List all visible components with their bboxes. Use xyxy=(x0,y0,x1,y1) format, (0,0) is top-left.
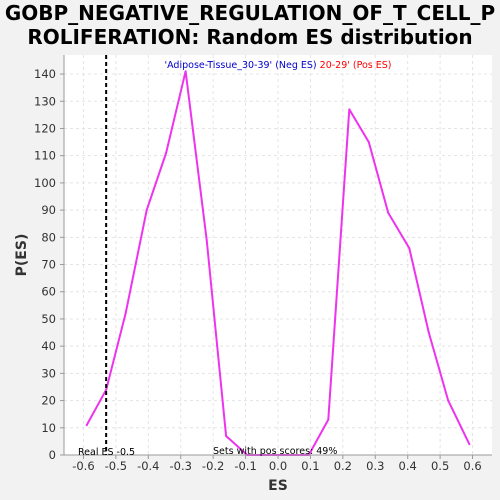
x-tick-label: -0.4 xyxy=(137,459,159,473)
x-tick-label: -0.1 xyxy=(234,459,256,473)
grid xyxy=(64,55,492,456)
y-tick-label: 10 xyxy=(41,421,56,435)
chart-title-line-1: GOBP_NEGATIVE_REGULATION_OF_T_CELL_P xyxy=(4,1,496,25)
series-point xyxy=(447,399,450,402)
y-tick-label: 70 xyxy=(41,258,56,272)
series-point xyxy=(184,70,187,73)
series-point xyxy=(145,209,148,212)
series-point xyxy=(85,424,88,427)
y-tick-label: 140 xyxy=(34,67,56,81)
x-tick-label: -0.2 xyxy=(202,459,224,473)
real-es-label: Real ES -0.5 xyxy=(78,447,135,458)
series-point xyxy=(468,443,471,446)
series-point xyxy=(205,239,208,242)
y-tick-label: 60 xyxy=(41,285,56,299)
series-point xyxy=(225,434,228,437)
chart-title-line-2: ROLIFERATION: Random ES distribution xyxy=(27,25,473,49)
series-point xyxy=(427,331,430,334)
series-point xyxy=(124,312,127,315)
series-point xyxy=(408,247,411,250)
x-tick-label: 0.6 xyxy=(463,459,481,473)
x-tick-label: 0.3 xyxy=(366,459,384,473)
y-tick-label: 120 xyxy=(34,121,56,135)
y-tick-label: 0 xyxy=(49,448,56,462)
legend: 'Adipose-Tissue_30-39' (Neg ES) 20-29' (… xyxy=(164,60,391,71)
x-tick-label: -0.6 xyxy=(72,459,94,473)
pos-scores-label: Sets with pos scores: 49% xyxy=(213,446,337,457)
x-tick-label: 0.2 xyxy=(334,459,352,473)
x-axis-label: ES xyxy=(268,478,288,494)
y-tick-label: 80 xyxy=(41,230,56,244)
y-axis-label: P(ES) xyxy=(14,234,30,277)
series-point xyxy=(165,151,168,154)
x-tick-label: -0.5 xyxy=(105,459,127,473)
series-point xyxy=(387,211,390,214)
y-tick-label: 130 xyxy=(34,94,56,108)
y-tick-label: 100 xyxy=(34,176,56,190)
y-tick-label: 30 xyxy=(41,366,56,380)
legend-neg-text: 'Adipose-Tissue_30-39' (Neg ES) xyxy=(164,60,316,71)
y-tick-label: 20 xyxy=(41,394,56,408)
series-point xyxy=(105,388,108,391)
y-tick-label: 50 xyxy=(41,312,56,326)
y-tick-label: 40 xyxy=(41,339,56,353)
x-tick-label: 0.4 xyxy=(399,459,417,473)
series-point xyxy=(367,141,370,144)
y-tick-label: 110 xyxy=(34,149,56,163)
x-tick-label: 0.1 xyxy=(301,459,319,473)
y-tick-label: 90 xyxy=(41,203,56,217)
legend-pos-text: 20-29' (Pos ES) xyxy=(317,60,392,71)
x-tick-label: -0.3 xyxy=(170,459,192,473)
x-tick-label: 0.5 xyxy=(431,459,449,473)
series-point xyxy=(327,418,330,421)
series-point xyxy=(348,108,351,111)
x-tick-label: 0.0 xyxy=(269,459,287,473)
axis-ticks: -0.6 -0.5 -0.4 -0.3 -0.2 -0.1 0.0 0.1 0.2 0.3 0.4 0… xyxy=(34,67,482,473)
